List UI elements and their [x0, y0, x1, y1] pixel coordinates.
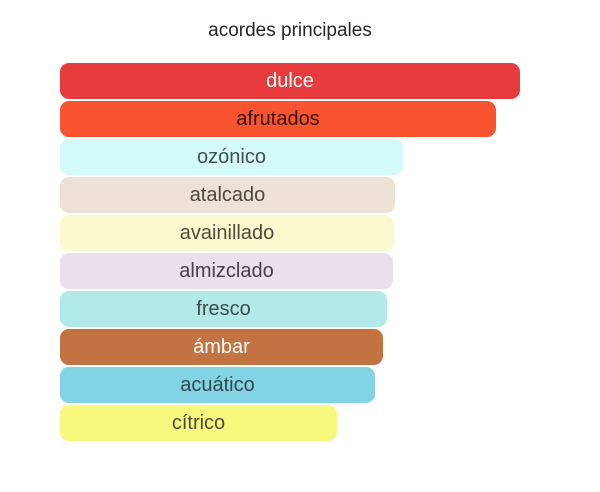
accord-bar[interactable]: ámbar [60, 329, 383, 365]
accord-bar-label: atalcado [189, 183, 266, 206]
accord-bar-label: ozónico [197, 145, 266, 168]
accord-bar-label: avainillado [179, 221, 275, 244]
accord-bar-label: cítrico [171, 411, 226, 434]
accord-bar[interactable]: fresco [60, 291, 387, 327]
accord-bar[interactable]: dulce [60, 63, 520, 99]
accord-bar-label: dulce [266, 69, 314, 92]
accord-bar[interactable]: acuático [60, 367, 375, 403]
accord-bar-label: fresco [196, 297, 251, 320]
accord-bar[interactable]: afrutados [60, 101, 496, 137]
chart-title: acordes principales [208, 20, 372, 41]
accord-bar-label: afrutados [236, 107, 320, 130]
accord-bar-label: ámbar [193, 335, 250, 358]
accord-bar-label: almizclado [179, 259, 274, 282]
main-accords-chart: acordes principales dulce afrutados ozónic… [0, 20, 600, 492]
accord-bar-label: acuático [180, 373, 255, 396]
accords-bar-list: dulce afrutados ozónico atalcado avainillado… [60, 63, 600, 441]
accord-bar[interactable]: atalcado [60, 177, 395, 213]
accord-bar[interactable]: almizclado [60, 253, 393, 289]
accord-bar[interactable]: ozónico [60, 139, 403, 175]
accord-bar[interactable]: cítrico [60, 405, 337, 441]
accord-bar[interactable]: avainillado [60, 215, 394, 251]
